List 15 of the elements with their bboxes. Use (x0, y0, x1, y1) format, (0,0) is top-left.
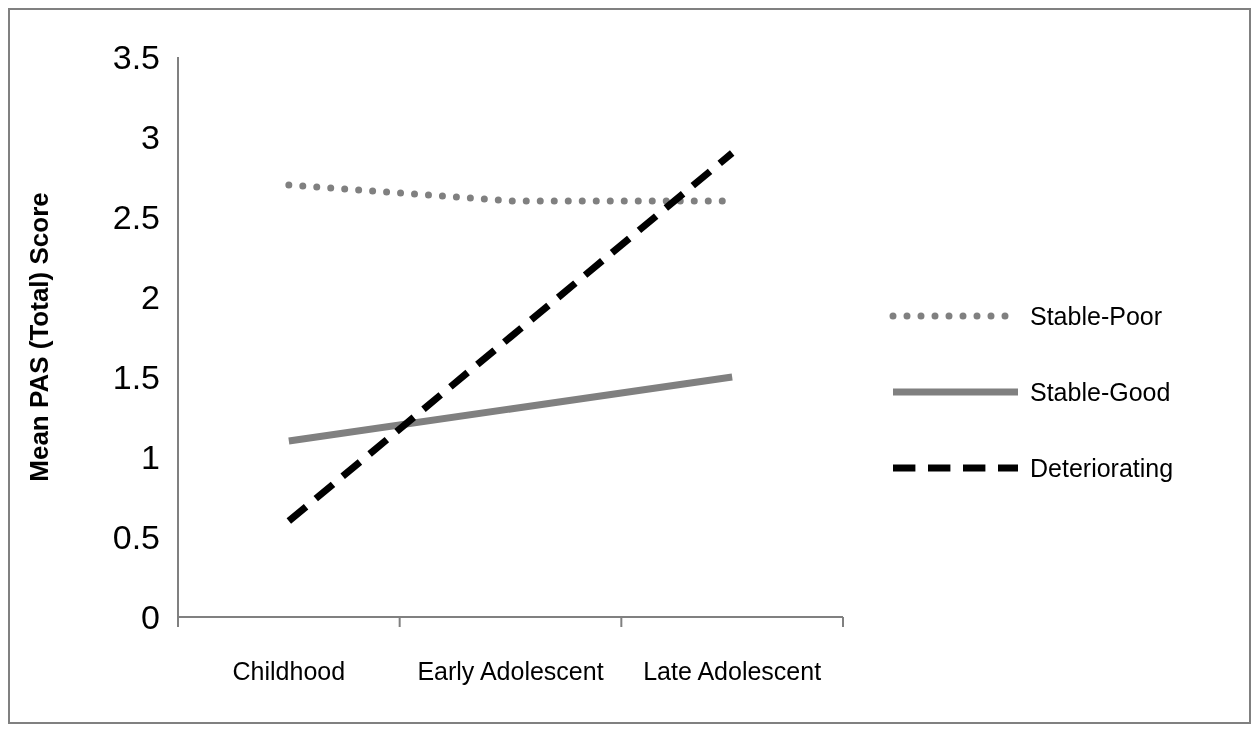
y-tick-label: 2.5 (112, 197, 160, 236)
y-tick-label: 3 (141, 117, 160, 156)
x-tick-label: Childhood (232, 657, 346, 685)
y-tick-label: 1 (141, 437, 160, 476)
y-axis-title: Mean PAS (Total) Score (24, 192, 54, 482)
legend-label: Stable-Poor (1030, 301, 1163, 330)
y-tick-label: 1.5 (112, 357, 160, 396)
y-tick-label: 3.5 (112, 37, 160, 76)
legend-label: Stable-Good (1030, 377, 1171, 406)
y-tick-label: 2 (141, 277, 160, 316)
y-tick-label: 0.5 (112, 517, 160, 556)
legend-label: Deteriorating (1030, 453, 1174, 482)
x-tick-label: Late Adolescent (643, 657, 822, 685)
x-tick-label: Early Adolescent (417, 657, 604, 685)
y-tick-label: 0 (141, 597, 160, 636)
